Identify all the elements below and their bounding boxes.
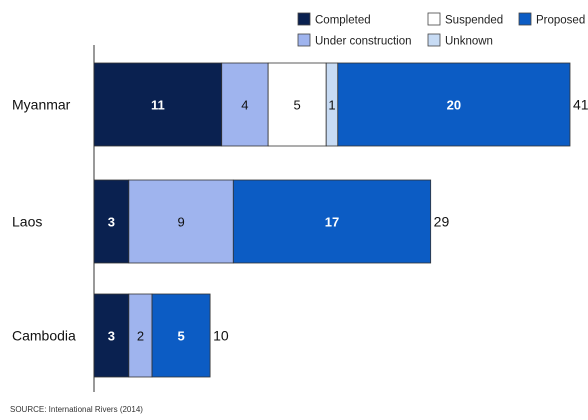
legend-swatch-completed <box>297 12 311 26</box>
legend: Completed Suspended Proposed Under construc… <box>297 12 585 48</box>
bar-segment-myanmar-completed <box>93 62 223 147</box>
legend-label-suspended: Suspended <box>445 15 503 27</box>
legend-swatch-under-construction <box>297 33 311 47</box>
legend-item-under-construction: Under construction <box>297 33 412 48</box>
bar-group-myanmar: Myanmar 11 4 5 1 20 41 <box>12 62 588 147</box>
data-label-myanmar-proposed: 20 <box>447 98 461 113</box>
category-label-laos: Laos <box>12 214 42 230</box>
legend-swatch-proposed <box>518 12 532 26</box>
bar-segment-myanmar-under-construction <box>221 62 269 147</box>
legend-item-completed: Completed <box>297 12 371 27</box>
bar-segment-cambodia-proposed <box>151 293 211 378</box>
category-label-myanmar: Myanmar <box>12 97 71 113</box>
legend-item-suspended: Suspended <box>427 12 503 27</box>
legend-label-proposed: Proposed <box>536 15 585 27</box>
bar-segment-laos-completed <box>93 179 130 264</box>
legend-label-unknown: Unknown <box>445 36 493 48</box>
bars: Myanmar 11 4 5 1 20 41 Laos 3 9 17 29 Cambodia 3 2 5 10 <box>12 62 588 378</box>
data-label-myanmar-under-construction: 4 <box>241 98 248 113</box>
data-label-cambodia-completed: 3 <box>108 329 115 344</box>
data-label-myanmar-suspended: 5 <box>294 98 301 113</box>
data-label-myanmar-unknown: 1 <box>328 98 335 113</box>
total-label-myanmar: 41 <box>573 97 588 113</box>
data-label-laos-completed: 3 <box>108 215 115 230</box>
legend-swatch-suspended <box>427 12 441 26</box>
data-label-laos-proposed: 17 <box>325 215 339 230</box>
legend-item-proposed: Proposed <box>518 12 585 27</box>
total-label-laos: 29 <box>434 214 450 230</box>
data-label-laos-under-construction: 9 <box>177 215 184 230</box>
legend-item-unknown: Unknown <box>427 33 493 48</box>
data-label-myanmar-completed: 11 <box>151 98 165 113</box>
bar-segment-myanmar-suspended <box>267 62 327 147</box>
legend-label-under-construction: Under construction <box>315 36 412 48</box>
data-label-cambodia-proposed: 5 <box>177 329 184 344</box>
source-note: SOURCE: International Rivers (2014) <box>10 405 143 414</box>
bar-segment-myanmar-proposed <box>337 62 571 147</box>
legend-swatch-unknown <box>427 33 441 47</box>
bar-segment-laos-proposed <box>232 179 432 264</box>
bar-group-cambodia: Cambodia 3 2 5 10 <box>12 293 229 378</box>
legend-label-completed: Completed <box>315 15 371 27</box>
bar-segment-laos-under-construction <box>128 179 234 264</box>
category-label-cambodia: Cambodia <box>12 328 76 344</box>
data-label-cambodia-under-construction: 2 <box>137 329 144 344</box>
total-label-cambodia: 10 <box>213 328 229 344</box>
bar-group-laos: Laos 3 9 17 29 <box>12 179 450 264</box>
